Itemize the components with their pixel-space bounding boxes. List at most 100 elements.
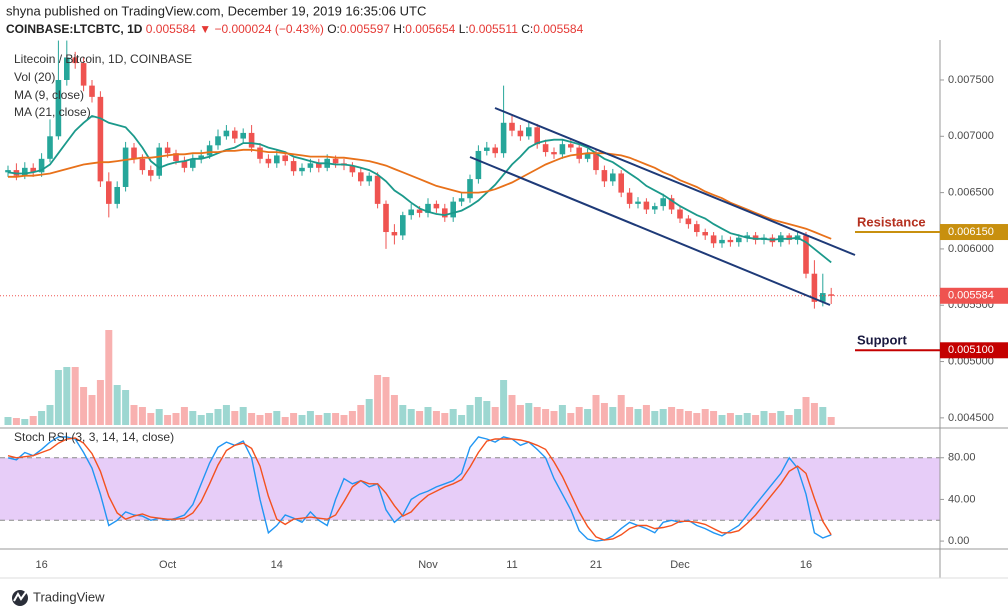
c-label: C: bbox=[521, 22, 533, 36]
volume-bar bbox=[659, 409, 667, 425]
candle-body bbox=[828, 294, 834, 296]
volume-bar bbox=[676, 409, 684, 425]
volume-bar bbox=[382, 377, 390, 425]
candle-body bbox=[139, 158, 146, 171]
candle-body bbox=[618, 173, 624, 193]
candle-body bbox=[332, 158, 339, 164]
volume-bar bbox=[164, 415, 172, 425]
candle-body bbox=[593, 153, 599, 171]
o: 0.005597 bbox=[340, 22, 390, 36]
candle-body bbox=[64, 57, 70, 80]
candle-body bbox=[744, 235, 750, 238]
y-tick-label: 0.00 bbox=[948, 535, 969, 547]
volume-bar bbox=[80, 387, 88, 425]
candle-body bbox=[198, 155, 204, 159]
volume-bar bbox=[617, 395, 625, 425]
candle-body bbox=[181, 161, 188, 168]
volume-bar bbox=[197, 415, 205, 425]
volume-bar bbox=[4, 417, 12, 425]
candle-body bbox=[316, 163, 322, 168]
volume-bar bbox=[542, 409, 550, 425]
volume-bar bbox=[407, 409, 415, 425]
candle-body bbox=[80, 63, 87, 86]
candle-body bbox=[752, 235, 759, 240]
volume-bar bbox=[340, 415, 348, 425]
price-pane bbox=[0, 40, 940, 425]
symbol: COINBASE:LTCBTC, 1D bbox=[6, 22, 143, 36]
volume-bar bbox=[491, 407, 499, 425]
volume-bar bbox=[802, 397, 810, 425]
legend-ma: MA (21, close) bbox=[14, 105, 91, 119]
quote-line: COINBASE:LTCBTC, 1D 0.005584 ▼ −0.000024… bbox=[6, 22, 584, 36]
candle-body bbox=[97, 96, 104, 182]
volume-bar bbox=[810, 403, 818, 425]
volume-bar bbox=[752, 415, 760, 425]
volume-bar bbox=[390, 395, 398, 425]
volume-bar bbox=[348, 411, 356, 425]
volume-bar bbox=[584, 409, 592, 425]
candle-body bbox=[526, 127, 532, 137]
candle-body bbox=[148, 170, 154, 176]
candle-body bbox=[358, 172, 364, 182]
volume-bar bbox=[38, 411, 46, 425]
candle-body bbox=[450, 201, 456, 218]
candle-body bbox=[391, 232, 398, 236]
volume-bar bbox=[374, 375, 382, 425]
volume-bar bbox=[609, 407, 617, 425]
channel-lower bbox=[469, 156, 831, 306]
candle-body bbox=[668, 198, 675, 210]
candle-body bbox=[710, 235, 717, 244]
candle-body bbox=[643, 201, 650, 210]
last: 0.005584 bbox=[146, 22, 196, 36]
volume-bar bbox=[88, 395, 96, 425]
volume-bar bbox=[533, 407, 541, 425]
candle-body bbox=[727, 239, 734, 243]
candle-body bbox=[383, 203, 389, 233]
candle-body bbox=[408, 209, 414, 216]
candle-body bbox=[677, 209, 683, 219]
candle-body bbox=[400, 215, 406, 236]
volume-bar bbox=[768, 413, 776, 425]
candle-body bbox=[240, 132, 246, 139]
candle-body bbox=[164, 147, 171, 154]
candle-body bbox=[584, 153, 591, 159]
volume-bar bbox=[432, 411, 440, 425]
volume-bar bbox=[600, 403, 608, 425]
x-tick-label: Nov bbox=[418, 559, 438, 571]
x-tick-label: 16 bbox=[35, 559, 47, 571]
volume-bar bbox=[256, 415, 264, 425]
volume-bar bbox=[298, 415, 306, 425]
candle-body bbox=[542, 144, 549, 153]
publisher: shyna published on TradingView.com, Dece… bbox=[6, 3, 426, 18]
candle-body bbox=[576, 147, 582, 159]
candle-body bbox=[47, 136, 53, 159]
volume-bar bbox=[567, 413, 575, 425]
candle-body bbox=[173, 153, 179, 162]
x-tick-label: Dec bbox=[670, 559, 690, 571]
volume-bar bbox=[743, 413, 751, 425]
candle-body bbox=[694, 224, 700, 233]
candle-body bbox=[786, 235, 792, 240]
y-tick-label: 0.006500 bbox=[948, 187, 994, 199]
y-tick-label: 0.004500 bbox=[948, 412, 994, 424]
volume-bar bbox=[777, 411, 785, 425]
x-tick-label: 16 bbox=[800, 559, 812, 571]
volume-bar bbox=[12, 418, 20, 425]
volume-bar bbox=[684, 411, 692, 425]
volume-bar bbox=[525, 403, 533, 425]
volume-bar bbox=[315, 415, 323, 425]
volume-bar bbox=[827, 417, 835, 425]
moving-average bbox=[7, 115, 832, 264]
candle-body bbox=[257, 147, 263, 159]
candle-body bbox=[349, 165, 356, 173]
volume-bar bbox=[138, 407, 146, 425]
legend-ma: MA (9, close) bbox=[14, 88, 84, 102]
volume-bar bbox=[458, 415, 466, 425]
volume-bar bbox=[29, 416, 37, 425]
volume-bar bbox=[718, 415, 726, 425]
candle-body bbox=[114, 186, 120, 204]
candle-body bbox=[458, 198, 465, 202]
candle-body bbox=[719, 239, 725, 244]
level-label: 0.006150 bbox=[948, 226, 994, 238]
volume-bar bbox=[575, 407, 583, 425]
